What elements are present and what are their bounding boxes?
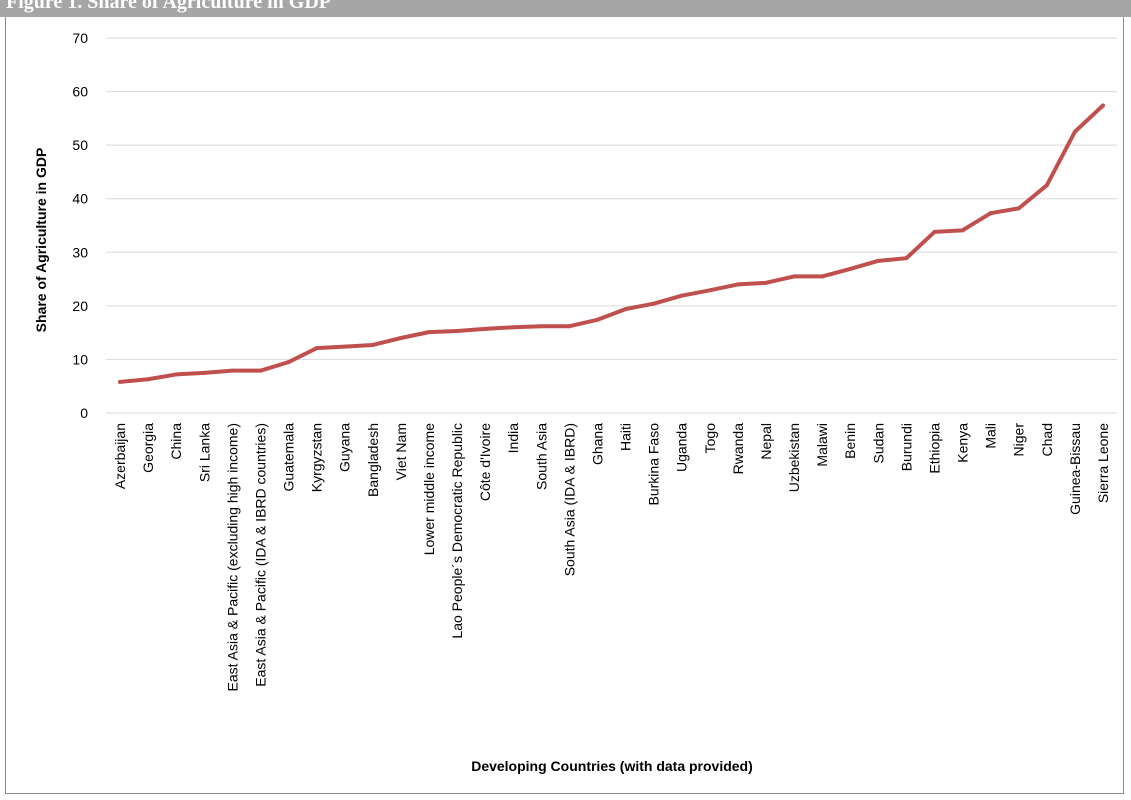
- x-tick-label: Viet Nam: [393, 423, 409, 480]
- data-point: [426, 330, 431, 335]
- x-tick-label: Lower middle income: [421, 423, 437, 555]
- data-point: [258, 368, 263, 373]
- data-point: [455, 329, 460, 334]
- data-point: [567, 324, 572, 329]
- data-point: [932, 229, 937, 234]
- data-point: [1044, 183, 1049, 188]
- data-point: [1072, 129, 1077, 134]
- x-tick-label: Guyana: [337, 423, 353, 472]
- x-tick-label: Ethiopia: [926, 423, 942, 474]
- data-point: [679, 293, 684, 298]
- figure-header: Figure 1. Share of Agriculture in GDP: [0, 0, 1131, 17]
- data-point: [202, 370, 207, 375]
- x-tick-label: South Asia: [533, 423, 549, 490]
- data-point: [988, 211, 993, 216]
- x-tick-label: Bangladesh: [365, 423, 381, 497]
- y-tick-label: 0: [80, 405, 88, 421]
- x-tick-label: Sierra Leone: [1095, 423, 1111, 503]
- data-point: [960, 228, 965, 233]
- data-point: [1016, 206, 1021, 211]
- x-tick-label: Guatemala: [281, 423, 297, 492]
- x-tick-label: Kyrgyzstan: [309, 423, 325, 492]
- x-tick-label: Azerbaijan: [112, 423, 128, 489]
- data-point: [314, 346, 319, 351]
- data-point: [398, 336, 403, 340]
- data-point: [342, 344, 347, 349]
- x-tick-label: Lao People´s Democratic Republic: [449, 423, 465, 639]
- x-tick-label: China: [168, 423, 184, 460]
- x-tick-label: Sudan: [870, 423, 886, 463]
- x-tick-label: India: [505, 423, 521, 454]
- x-tick-label: Benin: [842, 423, 858, 459]
- x-tick-label: Kenya: [955, 423, 971, 463]
- data-point: [286, 360, 291, 365]
- x-tick-label: Guinea-Bissau: [1067, 423, 1083, 515]
- x-tick-label: Burundi: [898, 423, 914, 471]
- x-tick-labels: Azerbaijan Georgia China Sri Lanka East Asia…: [112, 423, 1111, 692]
- x-tick-label: Chad: [1039, 423, 1055, 456]
- x-tick-label: South Asia (IDA & IBRD): [561, 423, 577, 576]
- data-point: [820, 274, 825, 279]
- x-tick-label: Sri Lanka: [196, 423, 212, 482]
- series-line: [118, 103, 1105, 384]
- series-group: [118, 103, 1105, 384]
- x-tick-label: Rwanda: [730, 423, 746, 475]
- gridlines: [106, 37, 1117, 414]
- data-point: [230, 368, 235, 373]
- data-point: [792, 274, 797, 279]
- data-point: [118, 379, 123, 384]
- y-tick-label: 20: [72, 298, 88, 314]
- data-point: [735, 282, 740, 287]
- data-point: [623, 307, 628, 312]
- x-tick-label: Nepal: [758, 423, 774, 460]
- y-tick-label: 40: [72, 191, 88, 207]
- data-point: [707, 288, 712, 293]
- data-point: [146, 377, 151, 382]
- data-point: [539, 324, 544, 329]
- data-point: [904, 256, 909, 261]
- data-point: [483, 326, 488, 331]
- x-tick-label: Uzbekistan: [786, 423, 802, 492]
- y-tick-label: 50: [72, 137, 88, 153]
- x-tick-label: Côte d'Ivoire: [477, 423, 493, 501]
- x-tick-label: Togo: [702, 423, 718, 454]
- x-tick-label: Georgia: [140, 423, 156, 473]
- x-tick-label: Malawi: [814, 423, 830, 467]
- data-point: [174, 372, 179, 377]
- data-point: [848, 266, 853, 271]
- y-tick-label: 10: [72, 351, 88, 367]
- y-tick-label: 30: [72, 244, 88, 260]
- data-point: [1100, 103, 1105, 108]
- data-point: [370, 342, 375, 347]
- chart-frame: [5, 17, 1124, 794]
- y-axis-title: Share of Agriculture in GDP: [33, 148, 49, 333]
- x-tick-label: Haiti: [618, 423, 634, 451]
- x-tick-label: Uganda: [674, 423, 690, 472]
- figure-title: Figure 1. Share of Agriculture in GDP: [6, 0, 331, 13]
- x-tick-label: Burkina Faso: [646, 423, 662, 506]
- x-tick-label: East Asia & Pacific (excluding high inco…: [224, 423, 240, 691]
- y-tick-label: 60: [72, 84, 88, 100]
- x-tick-label: Ghana: [589, 423, 605, 465]
- data-point: [876, 258, 881, 263]
- y-tick-label: 70: [72, 30, 88, 46]
- data-point: [651, 301, 656, 306]
- x-tick-label: East Asia & Pacific (IDA & IBRD countrie…: [252, 423, 268, 687]
- x-tick-label: Mali: [983, 423, 999, 449]
- data-point: [595, 317, 600, 322]
- y-tick-labels: 0 10 20 30 40 50 60 70: [72, 30, 88, 421]
- data-point: [763, 280, 768, 285]
- x-axis-title: Developing Countries (with data provided…: [471, 758, 753, 774]
- data-point: [511, 325, 516, 330]
- x-tick-label: Niger: [1011, 423, 1027, 457]
